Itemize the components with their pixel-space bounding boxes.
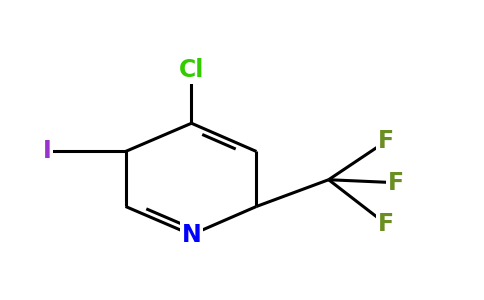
Text: F: F bbox=[378, 212, 394, 236]
Text: N: N bbox=[182, 223, 201, 247]
Text: I: I bbox=[43, 140, 51, 164]
Text: F: F bbox=[388, 171, 404, 195]
Text: Cl: Cl bbox=[179, 58, 204, 82]
Text: F: F bbox=[378, 129, 394, 153]
